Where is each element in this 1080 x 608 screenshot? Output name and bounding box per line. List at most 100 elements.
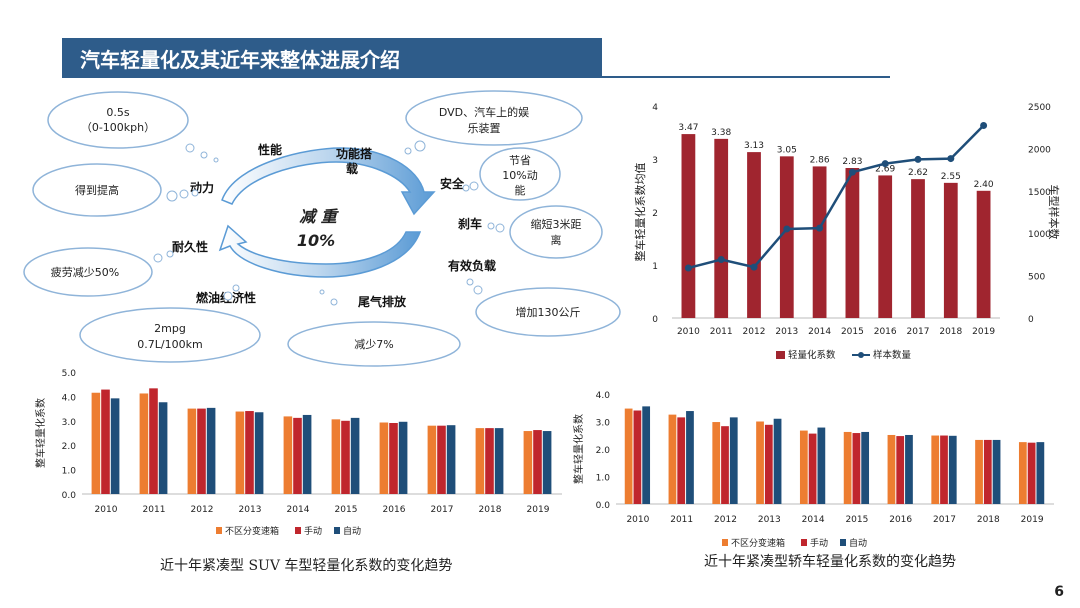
y-tick-label: 3.0 xyxy=(596,419,611,429)
suv-chart: 0.0 1.0 2.0 3.0 4.0 5.0 2010 2011 2012 2013 2014 20… xyxy=(34,369,562,537)
y-tick-label: 3.0 xyxy=(62,418,77,428)
bar-auto xyxy=(494,428,504,494)
bar-auto xyxy=(302,414,312,494)
y-tick-label: 1 xyxy=(652,262,658,272)
legend-label: 自动 xyxy=(849,537,867,549)
sample-count-point xyxy=(947,155,955,163)
bar-manual xyxy=(633,410,642,504)
bar-data-label: 2.69 xyxy=(875,164,895,174)
sample-count-point xyxy=(881,160,889,168)
sedan-chart-caption: 近十年紧凑型轿车轻量化系数的变化趋势 xyxy=(704,554,956,570)
y-tick-label: 4.0 xyxy=(596,391,611,401)
bar-auto xyxy=(158,402,168,494)
bar-manual xyxy=(533,430,542,494)
x-tick-label: 2018 xyxy=(479,505,502,515)
bar-manual xyxy=(245,411,254,494)
bar-all xyxy=(139,393,149,494)
x-tick-label: 2011 xyxy=(670,515,693,525)
y-tick-label: 3 xyxy=(652,156,658,166)
svg-text:减少7%: 减少7% xyxy=(354,338,393,351)
bar-manual xyxy=(389,422,398,494)
bar-lightweight-coef xyxy=(714,138,729,318)
bar-manual xyxy=(852,433,861,504)
svg-text:乐装置: 乐装置 xyxy=(468,122,501,135)
bar-manual xyxy=(293,417,302,494)
bar-data-label: 3.05 xyxy=(777,145,797,155)
y2-tick-label: 1000 xyxy=(1028,230,1051,240)
svg-text:0.5s: 0.5s xyxy=(106,106,129,119)
benefit-function-line2: 载 xyxy=(346,161,358,176)
bar-lightweight-coef xyxy=(878,175,893,318)
cloud-payload: 增加130公斤 xyxy=(475,287,621,337)
cloud-accel: 0.5s （0-100kph） xyxy=(47,91,189,149)
bar-all xyxy=(668,414,677,504)
bar-lightweight-coef xyxy=(845,168,860,318)
bar-manual xyxy=(1027,442,1036,504)
y-tick-label: 0.0 xyxy=(596,501,611,511)
bar-auto xyxy=(729,417,738,504)
x-tick-label: 2013 xyxy=(239,505,262,515)
bar-manual xyxy=(437,425,446,494)
y-tick-label: 1.0 xyxy=(62,467,77,477)
legend-swatch xyxy=(722,539,728,546)
svg-text:能: 能 xyxy=(515,183,526,197)
bar-all xyxy=(475,428,485,494)
bar-all xyxy=(1018,442,1027,504)
benefit-function-line1: 功能搭 xyxy=(336,146,373,161)
bar-auto xyxy=(905,434,913,504)
cloud-energy: 节省 10%动 能 xyxy=(479,147,561,201)
sedan-chart: 0.0 1.0 2.0 3.0 4.0 2010 2011 2012 2013 2014 2015 2… xyxy=(572,391,1054,549)
bar-all xyxy=(712,422,721,504)
benefit-performance: 性能 xyxy=(257,142,282,157)
bar-manual xyxy=(101,389,110,494)
cycle-arrows xyxy=(218,147,436,278)
svg-text:增加130公斤: 增加130公斤 xyxy=(516,305,581,319)
y2-tick-label: 500 xyxy=(1028,273,1045,283)
legend-label: 自动 xyxy=(343,525,361,537)
bar-all xyxy=(975,439,983,504)
benefit-emission: 尾气排放 xyxy=(358,294,407,309)
center-label-2: 10% xyxy=(297,231,335,250)
cloud-improve: 得到提高 xyxy=(32,163,162,217)
x-tick-label: 2017 xyxy=(933,515,956,525)
bar-auto xyxy=(350,417,360,494)
bar-manual xyxy=(721,426,729,504)
bar-auto xyxy=(446,425,456,494)
y-tick-label: 2 xyxy=(652,209,658,219)
legend-label: 手动 xyxy=(304,525,322,537)
svg-text:得到提高: 得到提高 xyxy=(75,183,119,197)
y2-tick-label: 2000 xyxy=(1028,145,1051,155)
bar-data-label: 2.62 xyxy=(908,168,928,178)
sample-count-point xyxy=(816,224,824,232)
svg-text:节省: 节省 xyxy=(509,154,531,167)
bar-auto xyxy=(686,411,694,504)
bar-lightweight-coef xyxy=(976,190,991,318)
bar-all xyxy=(91,392,101,494)
legend-swatch xyxy=(216,527,222,534)
benefit-durability: 耐久性 xyxy=(172,239,208,254)
sample-count-point xyxy=(783,225,791,233)
bar-manual xyxy=(940,435,948,504)
y2-tick-label: 2500 xyxy=(1028,103,1051,113)
bar-all xyxy=(887,434,896,504)
x-tick-label: 2010 xyxy=(677,327,700,337)
bar-auto xyxy=(773,418,782,504)
sample-count-point xyxy=(848,168,856,176)
bar-manual xyxy=(677,417,686,504)
sample-count-point xyxy=(684,264,692,272)
bar-auto xyxy=(110,398,120,494)
bar-all xyxy=(799,430,808,504)
sample-count-point xyxy=(750,263,758,271)
svg-text:（0-100kph）: （0-100kph） xyxy=(81,121,155,134)
x-tick-label: 2016 xyxy=(874,327,897,337)
x-tick-label: 2012 xyxy=(191,505,214,515)
bar-data-label: 2.40 xyxy=(974,180,994,190)
bar-auto xyxy=(948,435,957,504)
legend-swatch-coef xyxy=(776,351,785,359)
bottom-arrow-shape xyxy=(218,224,422,278)
y2-tick-label: 1500 xyxy=(1028,188,1051,198)
x-tick-label: 2015 xyxy=(845,515,868,525)
y-tick-label: 4 xyxy=(652,103,658,113)
bar-manual xyxy=(764,424,773,504)
x-tick-label: 2014 xyxy=(287,505,310,515)
